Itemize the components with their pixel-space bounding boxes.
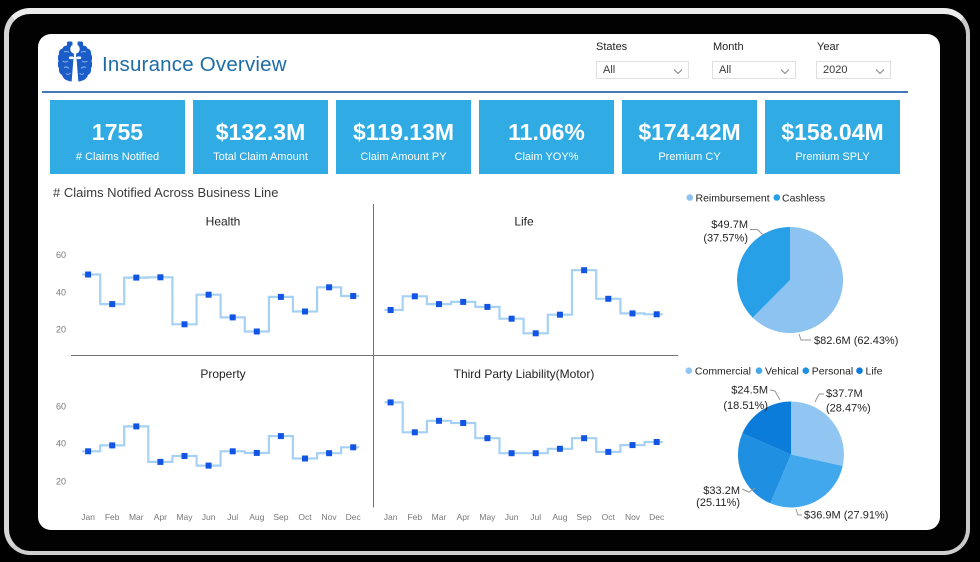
svg-text:Jan: Jan (81, 512, 95, 522)
svg-text:Property: Property (200, 367, 245, 381)
svg-text:(18.51%): (18.51%) (723, 400, 768, 412)
svg-text:(28.47%): (28.47%) (826, 403, 871, 415)
svg-text:Oct: Oct (602, 512, 616, 522)
svg-text:Dec: Dec (346, 512, 362, 522)
svg-text:Jan: Jan (384, 512, 398, 522)
svg-text:May: May (479, 512, 496, 522)
svg-text:Jun: Jun (505, 512, 519, 522)
svg-text:20: 20 (56, 476, 66, 486)
svg-text:$49.7M: $49.7M (711, 219, 748, 231)
svg-text:Life: Life (866, 366, 883, 378)
svg-text:Jun: Jun (202, 512, 216, 522)
svg-text:Aug: Aug (552, 512, 567, 522)
svg-text:(25.11%): (25.11%) (696, 497, 740, 509)
svg-text:Dec: Dec (649, 512, 665, 522)
svg-text:Jul: Jul (530, 512, 541, 522)
svg-text:Third Party Liability(Motor): Third Party Liability(Motor) (454, 367, 595, 381)
svg-text:Health: Health (206, 215, 241, 229)
svg-text:Mar: Mar (432, 512, 447, 522)
svg-text:Feb: Feb (105, 512, 120, 522)
svg-text:Cashless: Cashless (782, 192, 825, 204)
svg-text:(37.57%): (37.57%) (703, 233, 748, 245)
svg-text:Vehical: Vehical (765, 366, 799, 378)
svg-text:40: 40 (56, 287, 66, 297)
svg-text:Nov: Nov (322, 512, 338, 522)
svg-text:Sep: Sep (577, 512, 592, 522)
svg-text:$36.9M (27.91%): $36.9M (27.91%) (804, 510, 888, 522)
svg-text:Oct: Oct (298, 512, 312, 522)
svg-text:Mar: Mar (129, 512, 144, 522)
svg-text:$37.7M: $37.7M (826, 388, 863, 400)
svg-text:$33.2M: $33.2M (703, 485, 740, 497)
svg-text:$82.6M (62.43%): $82.6M (62.43%) (814, 335, 898, 347)
svg-text:Nov: Nov (625, 512, 641, 522)
svg-text:May: May (176, 512, 193, 522)
svg-text:20: 20 (56, 324, 66, 334)
svg-text:Personal: Personal (812, 366, 853, 378)
svg-text:60: 60 (56, 250, 66, 260)
svg-text:Jul: Jul (227, 512, 238, 522)
svg-text:Aug: Aug (249, 512, 264, 522)
svg-text:40: 40 (56, 439, 66, 449)
svg-text:$24.5M: $24.5M (731, 385, 768, 397)
svg-text:Feb: Feb (407, 512, 422, 522)
svg-text:Sep: Sep (273, 512, 288, 522)
svg-text:60: 60 (56, 402, 66, 412)
svg-text:Commercial: Commercial (695, 366, 751, 378)
svg-text:Apr: Apr (457, 512, 470, 522)
svg-text:Apr: Apr (154, 512, 167, 522)
svg-text:Reimbursement: Reimbursement (696, 192, 770, 204)
svg-text:Life: Life (514, 215, 534, 229)
